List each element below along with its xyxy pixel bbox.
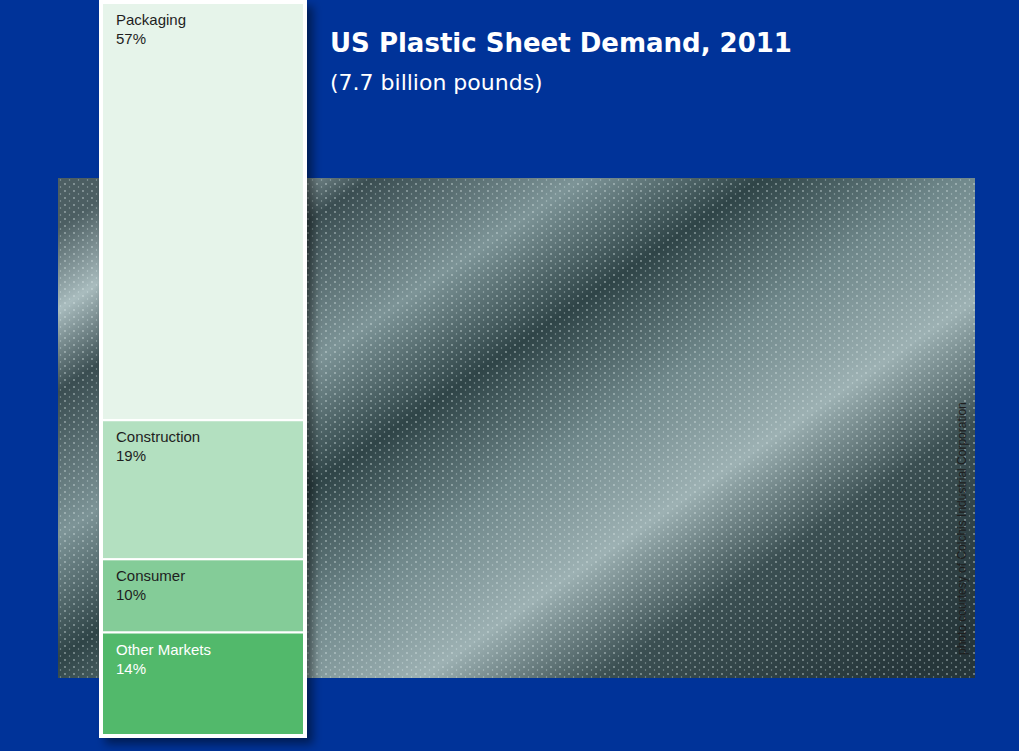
bar-segment xyxy=(102,633,304,735)
bar-segment xyxy=(102,3,304,420)
plot-frame xyxy=(99,0,307,738)
segment-name: Consumer xyxy=(116,567,185,584)
subtitle: (7.7 billion pounds) xyxy=(330,70,543,95)
data-label: 10% xyxy=(116,586,146,603)
chart: US Plastic Sheet Demand, 2011 (7.7 billio… xyxy=(0,0,1019,751)
background xyxy=(0,0,1019,751)
bar-segment xyxy=(102,559,304,632)
data-label: 19% xyxy=(116,447,146,464)
labels: Packaging 57% Construction 19% Consumer 10% Ot… xyxy=(116,11,211,677)
segment-name: Other Markets xyxy=(116,641,211,658)
bar-segment xyxy=(102,420,304,559)
data-label: 57% xyxy=(116,30,146,47)
title: US Plastic Sheet Demand, 2011 xyxy=(330,28,792,58)
data-label: 14% xyxy=(116,660,146,677)
marks xyxy=(102,3,304,735)
segment-name: Construction xyxy=(116,428,200,445)
segment-name: Packaging xyxy=(116,11,186,28)
photo-credit: photo courtesy of Colchis Industrial Cor… xyxy=(955,402,969,655)
